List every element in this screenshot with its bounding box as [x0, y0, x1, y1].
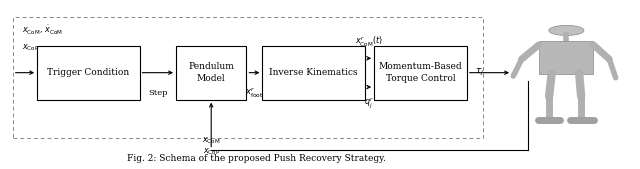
Text: Inverse Kinematics: Inverse Kinematics	[269, 68, 358, 77]
Text: Step: Step	[148, 89, 168, 97]
Text: $x_{\mathrm{CoM}}$: $x_{\mathrm{CoM}}$	[202, 135, 220, 146]
Text: $x_{\mathrm{CoP}}$: $x_{\mathrm{CoP}}$	[202, 146, 220, 156]
Text: $x^r_{\mathrm{foot}}$: $x^r_{\mathrm{foot}}$	[245, 86, 264, 100]
Text: Fig. 2: Schema of the proposed Push Recovery Strategy.: Fig. 2: Schema of the proposed Push Reco…	[127, 154, 385, 163]
Text: $\tau_j$: $\tau_j$	[475, 67, 484, 78]
Text: $q^r_j$: $q^r_j$	[364, 95, 374, 110]
Bar	[13, 17, 483, 138]
Text: $x_{\mathrm{CoM}}$, $\dot{x}_{\mathrm{CoM}}$: $x_{\mathrm{CoM}}$, $\dot{x}_{\mathrm{Co…	[22, 24, 63, 37]
Text: Trigger Condition: Trigger Condition	[47, 68, 129, 77]
Text: $x^r_{\mathrm{CoM}}(t)$: $x^r_{\mathrm{CoM}}(t)$	[355, 34, 383, 49]
Text: Pendulum
Model: Pendulum Model	[188, 62, 234, 83]
Bar	[374, 46, 467, 100]
Text: Momentum-Based
Torque Control: Momentum-Based Torque Control	[379, 62, 462, 83]
Bar	[176, 46, 246, 100]
Ellipse shape	[548, 25, 584, 35]
Bar	[539, 41, 593, 74]
Bar	[262, 46, 365, 100]
Text: $x_{\mathrm{CoP}}$: $x_{\mathrm{CoP}}$	[22, 42, 40, 53]
Bar	[37, 46, 140, 100]
